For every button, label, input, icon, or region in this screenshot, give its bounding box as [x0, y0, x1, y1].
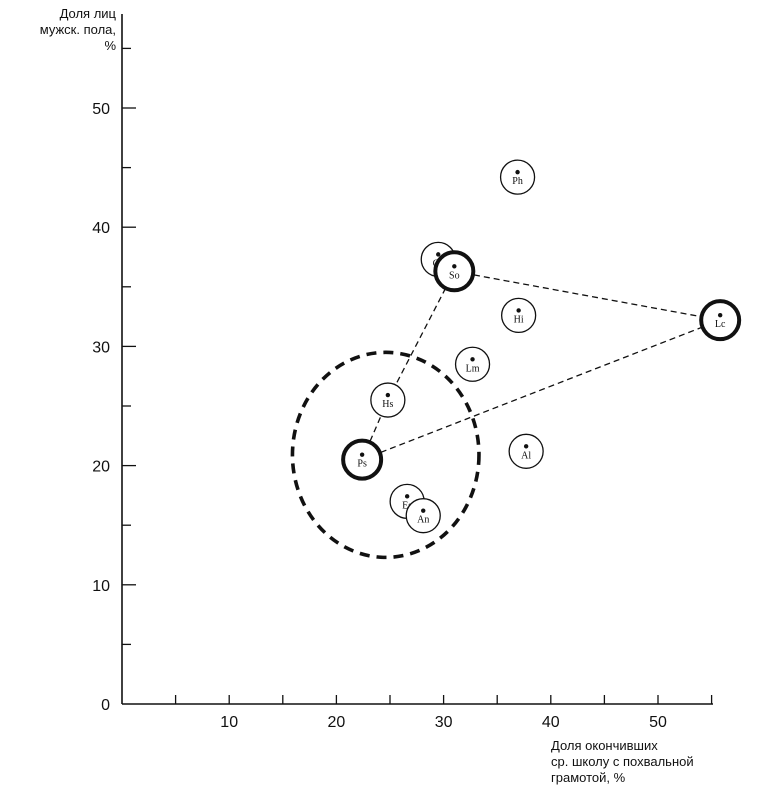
data-point-dot [515, 169, 520, 175]
data-point-dot [717, 312, 723, 318]
data-point-label: Ph [512, 176, 523, 187]
data-point-circle [499, 159, 536, 195]
data-point-label: Lm [466, 363, 480, 374]
y-tick-label: 0 [101, 697, 110, 714]
cluster-ellipse [290, 350, 481, 560]
data-point-dot [436, 252, 441, 257]
data-point-circle [508, 433, 544, 469]
x-tick-label: 40 [542, 714, 560, 731]
y-axis-title: Доля лиц мужск. пола, % [39, 6, 116, 53]
y-tick-label: 30 [92, 339, 110, 356]
x-tick-label: 10 [220, 714, 238, 731]
data-point-label: Hs [382, 399, 393, 410]
y-tick-label: 10 [92, 578, 110, 595]
data-point-dot [359, 452, 365, 457]
data-point-dot [404, 494, 410, 499]
y-tick-label: 20 [92, 459, 110, 476]
data-point-dot [516, 308, 521, 313]
data-point-dot [421, 508, 426, 513]
data-point-label: So [449, 270, 460, 281]
data-point-dot [385, 392, 391, 398]
data-point-circle [341, 438, 384, 481]
data-point-circle [699, 299, 742, 342]
data-point-label: Ps [357, 459, 367, 470]
data-point-circle [500, 297, 537, 334]
x-tick-label: 50 [649, 714, 667, 731]
data-point-label: Hi [514, 314, 524, 325]
x-axis-title: Доля окончивших ср. школу с похвальной г… [551, 738, 694, 785]
data-point-circle [454, 346, 491, 382]
data-point-dot [470, 357, 475, 362]
data-point-label: An [417, 515, 429, 526]
link-line [387, 271, 455, 401]
x-tick-label: 30 [435, 714, 453, 731]
x-tick-label: 20 [328, 714, 346, 731]
data-point-dot [452, 264, 457, 269]
link-line [454, 270, 721, 321]
data-point-label: Al [521, 450, 531, 461]
data-point-dot [523, 444, 529, 449]
y-tick-label: 40 [92, 220, 110, 237]
data-point-label: Es [402, 500, 412, 511]
data-point-circle [433, 250, 476, 293]
link-line [361, 319, 721, 461]
data-point-circle [370, 382, 406, 418]
data-point-label: Lc [715, 319, 726, 330]
y-tick-label: 50 [92, 101, 110, 118]
data-point-circle [405, 498, 441, 534]
